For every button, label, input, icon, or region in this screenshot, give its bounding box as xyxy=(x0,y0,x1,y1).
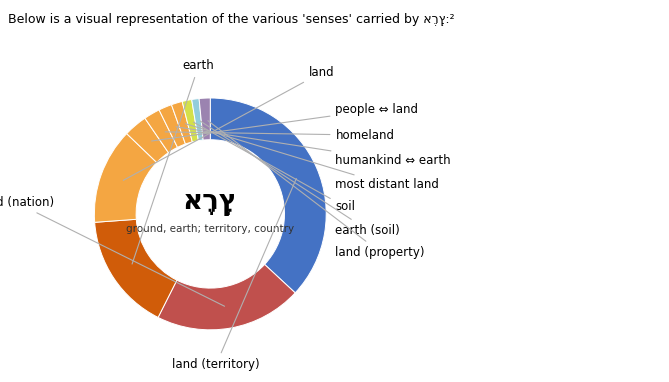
Text: אֶרֶץ: אֶרֶץ xyxy=(183,188,238,216)
Text: homeland: homeland xyxy=(165,129,395,142)
Wedge shape xyxy=(95,219,177,317)
Text: earth: earth xyxy=(132,59,215,264)
Text: soil: soil xyxy=(193,122,355,214)
Text: land: land xyxy=(123,66,334,180)
Text: land (property): land (property) xyxy=(208,121,425,259)
Wedge shape xyxy=(210,98,326,293)
Wedge shape xyxy=(192,99,203,141)
Text: humankind ⇔ earth: humankind ⇔ earth xyxy=(176,127,451,167)
Text: most distant land: most distant land xyxy=(185,124,440,191)
Wedge shape xyxy=(158,264,295,330)
Wedge shape xyxy=(171,102,192,144)
Wedge shape xyxy=(159,105,185,147)
Text: ground, earth; territory, country: ground, earth; territory, country xyxy=(126,224,294,234)
Text: land (territory): land (territory) xyxy=(173,178,296,371)
Wedge shape xyxy=(182,99,199,142)
Text: land (nation): land (nation) xyxy=(0,196,225,306)
Text: earth (soil): earth (soil) xyxy=(201,121,400,236)
Wedge shape xyxy=(199,98,210,140)
Wedge shape xyxy=(145,110,177,153)
Text: Below is a visual representation of the various 'senses' carried by אֶרֶץ:²: Below is a visual representation of the … xyxy=(8,13,455,26)
Text: people ⇔ land: people ⇔ land xyxy=(152,103,419,141)
Wedge shape xyxy=(94,134,157,222)
Wedge shape xyxy=(126,118,169,162)
